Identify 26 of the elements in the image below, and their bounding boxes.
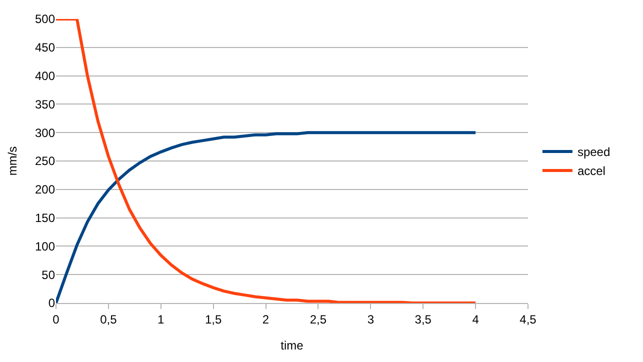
x-tick-label: 0,5	[100, 312, 118, 326]
y-tick-label: 500	[34, 12, 56, 26]
x-tick-label: 2	[262, 312, 270, 326]
x-tick-label: 4	[472, 312, 480, 326]
x-axis-title: time	[280, 338, 304, 352]
y-tick-label: 50	[42, 268, 56, 282]
x-tick-label: 2,5	[310, 312, 327, 326]
y-tick-label: 0	[48, 296, 56, 310]
x-tick-label: 4,5	[520, 312, 537, 326]
x-tick-label: 1	[158, 312, 165, 326]
y-tick-label: 150	[34, 211, 56, 225]
x-tick-label: 3	[367, 312, 374, 326]
line-series	[56, 131, 478, 303]
x-tick-label: 3,5	[414, 312, 432, 326]
y-axis-title: mm/s	[5, 146, 20, 176]
y-tick-label: 450	[34, 40, 56, 55]
line-series	[56, 19, 478, 303]
y-tick-label: 400	[34, 69, 56, 83]
y-tick-label: 200	[34, 182, 56, 197]
legend-label: speed	[577, 145, 610, 160]
y-tick-label: 100	[34, 239, 56, 254]
y-tick-label: 300	[34, 126, 56, 140]
y-tick-label: 350	[34, 97, 56, 112]
legend-label: accel	[577, 164, 606, 178]
y-tick-label: 250	[34, 154, 56, 168]
x-tick-label: 1,5	[204, 312, 222, 326]
